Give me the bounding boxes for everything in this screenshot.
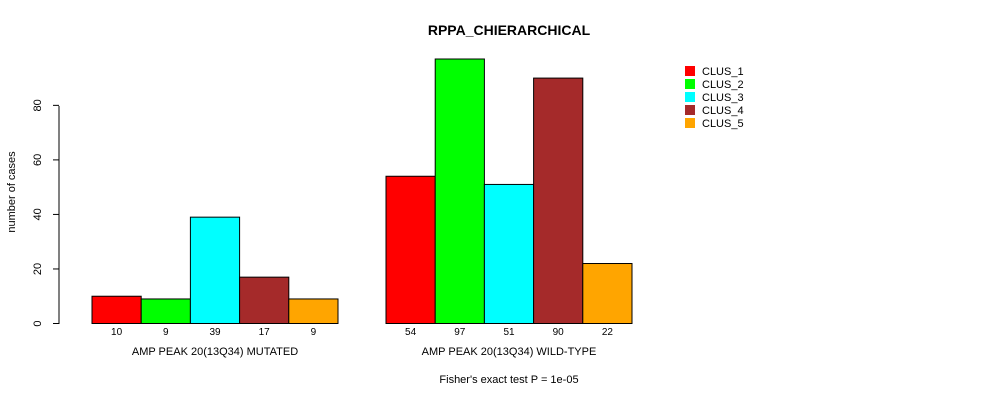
legend-label: CLUS_3	[702, 92, 744, 104]
y-tick-label: 60	[32, 154, 44, 166]
bar-count-label: 17	[259, 327, 271, 338]
bar-count-label: 39	[209, 327, 221, 338]
y-axis-ticks: 0 20 40 60 80	[32, 99, 59, 327]
bar-clus-2	[434, 58, 485, 324]
fisher-test-footnote: Fisher's exact test P = 1e-05	[439, 374, 578, 386]
bar-clus-1	[385, 175, 436, 324]
bar-clus-5	[288, 298, 339, 325]
legend-label: CLUS_5	[702, 118, 744, 130]
bar-count-label: 51	[503, 327, 515, 338]
legend-label: CLUS_1	[702, 66, 744, 78]
legend-swatch	[685, 105, 695, 115]
bar-clus-4	[239, 276, 290, 324]
bar-count-label: 54	[405, 327, 417, 338]
legend-swatch	[685, 66, 695, 76]
category-label: AMP PEAK 20(13Q34) WILD-TYPE	[422, 346, 597, 358]
chart-title: RPPA_CHIERARCHICAL	[428, 22, 591, 38]
legend-item: CLUS_4	[685, 105, 744, 117]
bar-group: 10 9 39 17 9 AMP PEAK 20(13Q34) MUTATED	[91, 216, 339, 358]
bar-count-label: 9	[311, 327, 317, 338]
bar-count-label: 22	[602, 327, 614, 338]
bar-groups: 10 9 39 17 9 AMP PEAK 20(13Q34) MUTATED 54 97 51…	[91, 58, 633, 358]
legend-label: CLUS_2	[702, 79, 744, 91]
legend-label: CLUS_4	[702, 105, 744, 117]
bar-clus-4	[533, 77, 584, 324]
legend-swatch	[685, 79, 695, 89]
bar-count-label: 90	[553, 327, 565, 338]
bar-clus-3	[483, 183, 535, 324]
bar-clus-3	[189, 216, 241, 324]
category-label: AMP PEAK 20(13Q34) MUTATED	[132, 346, 298, 358]
legend-item: CLUS_1	[685, 66, 744, 78]
bar-count-label: 9	[163, 327, 169, 338]
legend-swatch	[685, 92, 695, 102]
y-tick-label: 80	[32, 99, 44, 111]
legend-item: CLUS_5	[685, 118, 744, 130]
y-tick-label: 0	[32, 320, 44, 326]
legend-item: CLUS_2	[685, 79, 744, 91]
y-axis-label: number of cases	[6, 151, 18, 233]
bar-group: 54 97 51 90 22 AMP PEAK 20(13Q34) WILD-TYPE	[385, 58, 633, 358]
bar-count-label: 10	[111, 327, 123, 338]
legend-swatch	[685, 118, 695, 128]
bar-clus-5	[582, 263, 633, 325]
bar-clus-2	[140, 298, 191, 325]
bar-clus-1	[91, 295, 142, 325]
legend-item: CLUS_3	[685, 92, 744, 104]
y-tick-label: 20	[32, 263, 44, 275]
y-tick-label: 40	[32, 208, 44, 220]
bar-count-label: 97	[454, 327, 466, 338]
